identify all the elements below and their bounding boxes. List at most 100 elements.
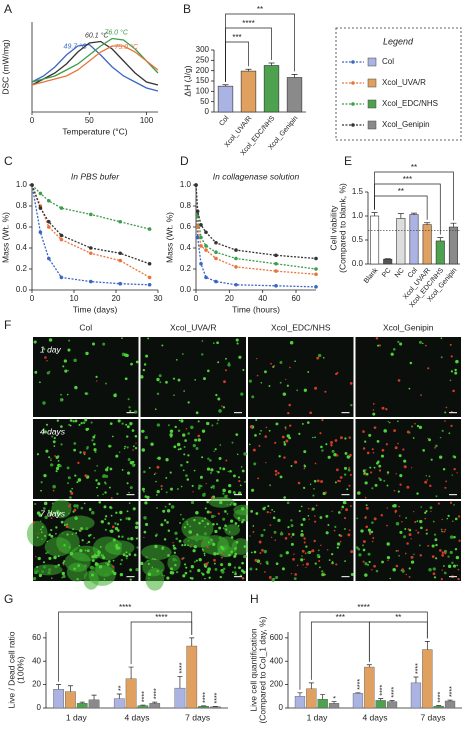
live-cell xyxy=(450,370,453,373)
live-cell xyxy=(313,479,317,483)
data-point xyxy=(274,261,278,266)
live-cell xyxy=(298,432,301,436)
data-point xyxy=(147,282,152,287)
live-cell xyxy=(73,442,77,445)
live-cell xyxy=(203,377,206,381)
live-cell xyxy=(227,470,230,473)
live-cell xyxy=(320,570,324,573)
dead-cell xyxy=(308,518,310,520)
live-cell xyxy=(94,470,96,472)
y-tick-label: 0.6 xyxy=(16,222,28,231)
live-cell xyxy=(271,509,274,511)
live-cell xyxy=(196,533,199,536)
live-cell xyxy=(283,441,286,444)
live-cell xyxy=(155,480,157,483)
live-cell xyxy=(88,457,91,460)
data-point xyxy=(89,279,93,284)
dead-cell xyxy=(373,426,377,430)
x-axis-label: Time (days) xyxy=(73,304,118,314)
dead-cell xyxy=(403,465,407,469)
live-cell xyxy=(195,559,198,562)
dead-cell xyxy=(331,562,333,564)
live-cell xyxy=(121,337,123,340)
live-cell xyxy=(447,564,452,568)
live-cell xyxy=(439,455,443,459)
live-cell xyxy=(177,429,181,433)
live-cell xyxy=(172,544,175,547)
live-cell xyxy=(178,419,181,422)
live-cell xyxy=(60,393,62,396)
live-cell xyxy=(131,429,135,432)
live-cell xyxy=(50,528,53,532)
live-cell xyxy=(373,466,376,469)
y-tick-label: 60 xyxy=(32,633,41,642)
y-axis-label: Cell viability xyxy=(328,205,338,251)
error-bar xyxy=(128,666,134,679)
micrograph xyxy=(248,337,354,417)
live-cell xyxy=(216,552,219,555)
live-cell xyxy=(198,484,202,488)
live-cell xyxy=(425,510,428,513)
live-cell xyxy=(66,523,69,526)
live-cell xyxy=(165,380,168,384)
live-cell xyxy=(331,552,334,556)
dead-cell xyxy=(290,536,293,538)
live-cell xyxy=(395,521,400,526)
live-cell xyxy=(453,535,456,539)
y-tick-label: 0.4 xyxy=(16,243,28,252)
live-cell xyxy=(156,570,159,573)
live-cell xyxy=(198,522,201,525)
live-cell xyxy=(286,501,290,505)
series-line xyxy=(31,37,159,83)
dead-cell xyxy=(269,577,271,580)
live-cell xyxy=(104,482,107,485)
dead-cell xyxy=(411,467,413,469)
dead-cell xyxy=(431,555,435,559)
error-bar xyxy=(152,701,158,704)
live-cell xyxy=(80,506,84,510)
error-bar xyxy=(378,698,384,701)
live-cell xyxy=(284,426,287,429)
error-bar xyxy=(424,222,431,225)
live-cell xyxy=(55,455,59,459)
error-bar xyxy=(291,74,298,78)
error-bar xyxy=(245,68,252,72)
live-cell xyxy=(250,509,254,513)
data-point xyxy=(314,256,318,261)
live-cell xyxy=(123,447,126,450)
live-cell xyxy=(241,469,245,473)
live-cell xyxy=(424,511,427,514)
dead-cell xyxy=(375,337,379,340)
live-cell xyxy=(129,409,132,413)
dead-cell xyxy=(427,544,430,547)
live-cell xyxy=(435,543,438,547)
live-cell xyxy=(91,342,95,346)
live-cell xyxy=(290,542,294,546)
dead-cell xyxy=(429,484,432,488)
data-point xyxy=(214,240,218,245)
dead-cell xyxy=(393,429,397,433)
dead-cell xyxy=(407,528,410,531)
live-cell xyxy=(283,496,286,499)
y-tick-label: 50 xyxy=(200,97,209,106)
live-cell xyxy=(141,429,145,433)
dead-cell xyxy=(335,563,338,566)
dead-cell xyxy=(394,512,397,514)
y-tick-label: 20 xyxy=(32,680,41,689)
live-cell xyxy=(302,517,306,521)
live-cell xyxy=(453,504,455,506)
live-cell xyxy=(212,542,216,546)
dead-cell xyxy=(283,456,286,459)
dead-cell xyxy=(362,540,366,544)
dead-cell xyxy=(387,473,389,475)
dead-cell xyxy=(285,439,289,443)
live-cell xyxy=(144,501,148,505)
data-point xyxy=(204,244,208,248)
significance-stars: **** xyxy=(357,679,364,690)
live-cell xyxy=(94,450,97,454)
dead-cell xyxy=(225,459,228,462)
live-cell xyxy=(110,514,113,517)
live-cell xyxy=(362,548,366,552)
cell-cluster xyxy=(51,499,72,519)
live-cell xyxy=(193,518,196,522)
